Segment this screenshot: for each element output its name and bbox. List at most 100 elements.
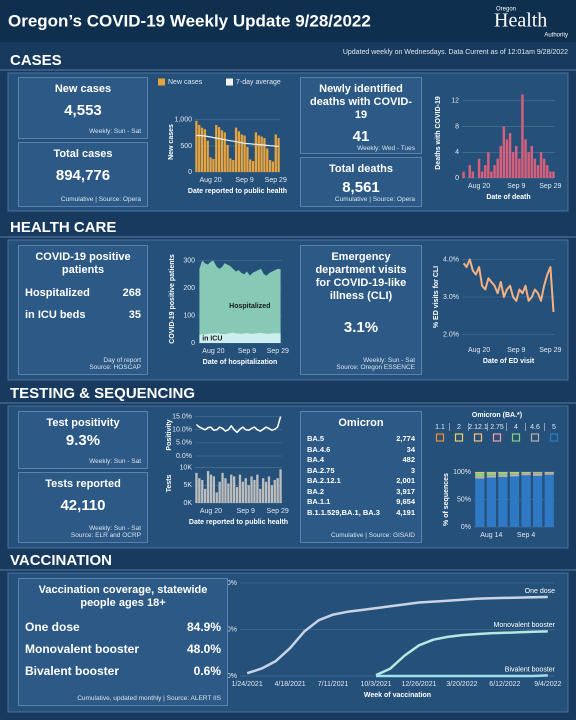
bar <box>206 471 210 503</box>
kpi-label: New cases <box>54 83 112 95</box>
line <box>195 416 282 434</box>
x-axis-title: Date reported to public health <box>189 519 288 526</box>
row-value: 482 <box>402 455 415 464</box>
bar <box>490 171 493 178</box>
section-heading: VACCINATION <box>10 552 112 569</box>
bar <box>533 158 537 178</box>
bar <box>230 474 233 503</box>
y-tick-label: 8 <box>455 123 459 130</box>
kpi-note: Weekly: Sun - Sat Source: ELR and OCRP <box>71 525 141 539</box>
bar <box>266 148 269 172</box>
bar <box>215 125 218 172</box>
logo-main: Health <box>494 10 547 32</box>
kpi-card: COVID-19 positive patients Hospitalized 2… <box>18 245 148 375</box>
y-tick-label: 500 <box>180 143 192 150</box>
bar <box>237 131 241 172</box>
bar <box>274 134 277 172</box>
bar <box>487 152 490 178</box>
x-axis-title: Date of ED visit <box>483 358 535 365</box>
x-tick-label: 6/12/2022 <box>489 681 520 688</box>
y-tick-label: 15.0% <box>172 413 192 420</box>
bar <box>217 127 221 172</box>
y-tick-label: 5.0% <box>176 440 192 447</box>
x-tick-label: Sep 9 <box>237 508 255 515</box>
x-tick-label: Sep 9 <box>507 183 525 190</box>
y-tick-label: 0 <box>455 175 459 182</box>
x-tick-label: Sep 9 <box>507 347 525 354</box>
legend-label: 1.1 <box>435 424 445 431</box>
legend-swatch <box>435 433 445 442</box>
legend-label: 4 <box>514 424 518 431</box>
bar <box>251 161 255 172</box>
bar <box>486 475 496 478</box>
section-heading: CASES <box>10 52 62 69</box>
bar <box>279 469 282 503</box>
bar <box>200 127 204 172</box>
y-tick-label: 100% <box>219 580 237 587</box>
bar <box>475 478 485 527</box>
line <box>375 630 548 677</box>
bar <box>250 476 253 503</box>
bar <box>552 171 555 178</box>
x-tick-label: Aug 14 <box>480 532 502 539</box>
y-axis-title: New cases <box>168 124 175 160</box>
legend-swatch <box>226 78 233 86</box>
kpi-label: Total deaths <box>329 163 393 175</box>
bar <box>462 171 465 178</box>
bar <box>270 485 274 503</box>
row-label: BA.5 <box>307 434 325 443</box>
kpi-value: 42,110 <box>60 497 106 514</box>
table-row: BA.1.1 9,654 <box>307 497 415 508</box>
bar <box>206 140 209 172</box>
logo-bottom: Authority <box>544 33 568 39</box>
bar <box>227 483 230 503</box>
x-tick-label: Sep 4 <box>517 532 535 539</box>
y-tick-label: 100% <box>453 469 471 476</box>
bar <box>527 152 530 178</box>
x-tick-label: Sep 9 <box>235 177 253 184</box>
kpi-note: Cumulative | Source: Opera <box>334 196 415 203</box>
kpi-label: Newly identified deaths with COVID-19 <box>309 83 413 121</box>
bar <box>475 476 485 479</box>
bar <box>468 165 471 178</box>
x-tick-label: Sep 29 <box>267 508 289 515</box>
bar <box>223 132 226 172</box>
bar <box>542 158 546 178</box>
kpi-card: Total cases 894,776 Cumulative | Source:… <box>18 142 148 207</box>
bar <box>524 139 527 178</box>
bar <box>271 161 275 172</box>
bar <box>254 132 258 172</box>
table-note: Cumulative | Source: GISAID <box>330 532 415 539</box>
bar <box>218 481 221 503</box>
y-axis-title: Positivity <box>166 419 173 450</box>
legend-label: 2.75 <box>490 424 504 431</box>
x-tick-label: 1/24/2021 <box>232 681 263 688</box>
bar <box>229 158 232 172</box>
bar <box>256 474 259 503</box>
bar <box>498 472 508 475</box>
row-value: 3 <box>410 465 415 475</box>
x-axis-title: Date of death <box>486 194 530 201</box>
note-line: Weekly: Sun - Sat <box>89 525 141 532</box>
row-label: BA.4 <box>307 455 325 464</box>
series-label: Bivalent booster <box>505 666 556 673</box>
row-label: BA.2 <box>307 486 325 496</box>
table-row: B.1.1.529,BA.1, BA.3 4,191 <box>307 508 415 519</box>
row-label: Bivalent booster <box>25 664 120 678</box>
row-value: 2,774 <box>396 434 415 443</box>
y-tick-label: 0 <box>188 169 192 176</box>
y-tick-label: 2.0% <box>443 331 459 338</box>
bar <box>499 145 502 178</box>
bar <box>549 171 552 178</box>
bar <box>257 135 260 172</box>
bar <box>264 481 268 503</box>
bar <box>253 479 256 503</box>
kpi-value: 8,561 <box>342 179 380 196</box>
y-axis-title: Deaths with COVID-19 <box>435 96 442 170</box>
bar <box>518 158 521 178</box>
kpi-card: Tests reported 42,110 Weekly: Sun - Sat S… <box>18 472 148 543</box>
bar <box>267 476 271 503</box>
bar <box>261 478 265 503</box>
bar <box>244 478 247 503</box>
section-heading: HEALTH CARE <box>10 219 116 236</box>
